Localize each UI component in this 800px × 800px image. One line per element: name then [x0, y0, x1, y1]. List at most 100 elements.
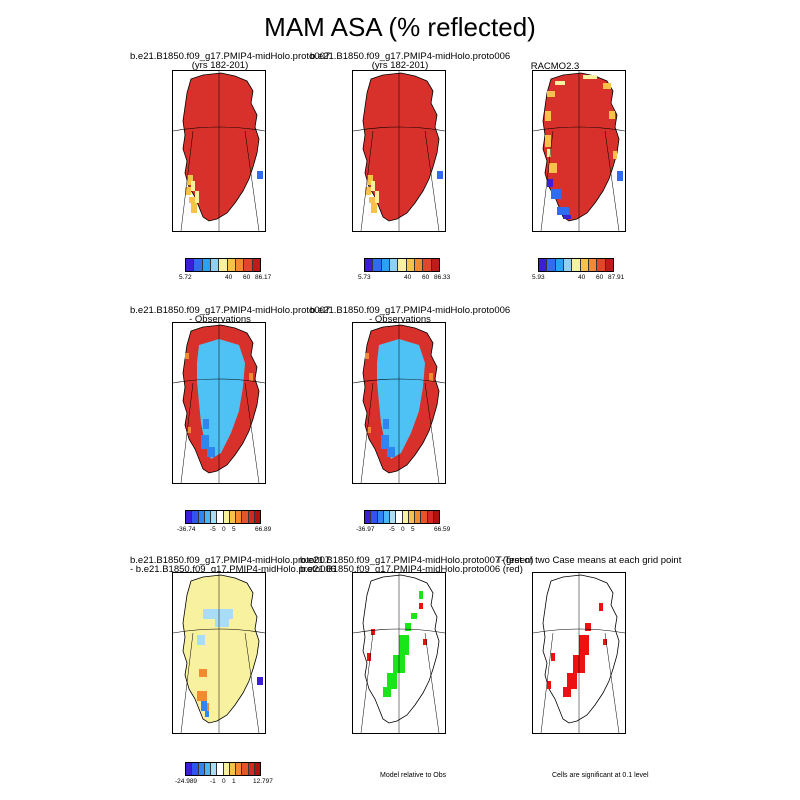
cool-cell [215, 619, 229, 627]
colorbar-cell [242, 763, 249, 775]
significant-cell-green [383, 687, 391, 697]
colorbar-cell [421, 511, 428, 523]
colorbar-cell [539, 259, 548, 271]
colorbar-tick: -1 [210, 778, 216, 785]
warm-cell [371, 203, 377, 213]
panel-title-r1c2: b.e21.B1850.f09_g17.PMIP4-midHolo.proto0… [310, 52, 510, 71]
colorbar-min: -36.74 [177, 526, 196, 533]
colorbar-max: 66.89 [255, 526, 272, 533]
significant-cell [567, 673, 577, 689]
mid-cell [583, 75, 597, 79]
graticule-line [244, 632, 260, 733]
colorbar-cell [217, 511, 224, 523]
colorbar-cell [597, 259, 606, 271]
colorbar-r3c1: -24.989 -1 0 1 12.797 [175, 762, 273, 785]
colorbar-min: 5.73 [358, 274, 371, 281]
colorbar-cell [242, 511, 249, 523]
significant-cell-red [423, 639, 427, 645]
colorbar-cell [198, 511, 205, 523]
panel-title-line1: T-Test of two Case means at each grid po… [496, 555, 682, 566]
colorbar-cell [204, 511, 211, 523]
colorbar-r2c1: -36.74 -5 0 5 66.89 [177, 510, 271, 533]
cool-cell [437, 171, 443, 179]
colorbar-cell [235, 259, 245, 271]
colorbar-cell [186, 259, 195, 271]
colorbar-min: -24.989 [175, 778, 198, 785]
colorbar-cell [547, 259, 556, 271]
colorbar-cell [414, 259, 424, 271]
colorbar-cell [555, 259, 564, 271]
warm-cell [547, 91, 555, 97]
panel-title-r2c1: b.e21.B1850.f09_g17.PMIP4-midHolo.proto0… [130, 305, 331, 325]
graticule-line [540, 130, 554, 231]
colorbar-cell [202, 259, 211, 271]
colorbar-tick: -5 [210, 526, 216, 533]
colorbar-cell [427, 511, 434, 523]
significant-cell [563, 687, 571, 697]
panel-title-line2: (yrs 182-201) [191, 60, 249, 71]
map-panel-r1c2 [352, 70, 446, 232]
colorbar-cell [211, 511, 218, 523]
colorbar-max: 66.59 [434, 526, 451, 533]
colorbar-tick: 40 [225, 274, 233, 281]
graticule-line [360, 382, 374, 483]
map-panel-r3c2 [352, 572, 446, 734]
figure-title: MAM ASA (% reflected) [264, 12, 536, 42]
graticule-line [424, 632, 440, 733]
graticule-line [424, 382, 440, 483]
greenland-outline [182, 574, 260, 724]
graticule-line [180, 632, 194, 733]
colorbar-cell [217, 763, 224, 775]
colorbar-cell [252, 259, 260, 271]
colorbar-cell [210, 259, 220, 271]
colorbar-cell [186, 511, 193, 523]
graticule-line [244, 130, 260, 231]
panel-title-line1: b.e21.B1850.f09_g17.PMIP4-midHolo.proto0… [130, 305, 331, 316]
greenland-outline [542, 72, 620, 222]
footnote-significance: Cells are significant at 0.1 level [552, 772, 649, 779]
colorbar-max: 86.17 [255, 274, 272, 281]
graticule-line [604, 130, 620, 231]
colorbar-cell [381, 259, 390, 271]
significant-cell-red [371, 629, 375, 635]
colorbar-tick: 40 [578, 274, 586, 281]
colorbar-cell [211, 763, 218, 775]
colorbar-tick: 5 [411, 526, 415, 533]
footnote-model-relative: Model relative to Obs [380, 772, 447, 779]
warm-cell [549, 163, 557, 173]
cool-cell [201, 435, 209, 449]
cool-cell [201, 701, 207, 711]
colorbar-cell [227, 259, 236, 271]
greenland-outline [182, 72, 260, 222]
warm-cell [609, 111, 615, 119]
colorbar-cell [192, 511, 199, 523]
panel-title-line2: - b.e21.B1850.f09_g17.PMIP4-midHolo.prot… [130, 564, 336, 575]
colorbar-cell [377, 511, 384, 523]
colorbar-cell [371, 511, 378, 523]
panel-title-line1: b.e21.B1850.f09_g17.PMIP4-midHolo.proto0… [130, 51, 331, 62]
panel-title-r2c2: b.e21.B1850.f09_g17.PMIP4-midHolo.proto0… [310, 306, 510, 325]
colorbar-cell [389, 259, 399, 271]
colorbar-tick: 0 [401, 526, 405, 533]
cool-cell [557, 207, 569, 215]
warm-cell [545, 111, 551, 121]
colorbar-min: 5.72 [179, 274, 192, 281]
colorbar-cell [192, 763, 199, 775]
panel-title-r3c1: b.e21.B1850.f09_g17.PMIP4-midHolo.proto0… [130, 556, 336, 575]
colorbar-cell [229, 511, 236, 523]
colorbar-cell [580, 259, 589, 271]
warm-cell [613, 151, 617, 159]
greenland-outline [362, 72, 440, 222]
colorbar-cell [423, 259, 432, 271]
colorbar-cell [204, 763, 211, 775]
graticule-line [360, 130, 374, 231]
colorbar-tick: -5 [389, 526, 395, 533]
warm-cell [603, 83, 611, 89]
cool-cell [563, 215, 571, 219]
warm-cell [367, 427, 371, 433]
warm-cell [429, 373, 433, 381]
colorbar-tick: 40 [404, 274, 412, 281]
cool-cell [381, 435, 389, 449]
panel-title-line2: - Observations [369, 314, 431, 325]
colorbar-cell [254, 763, 260, 775]
